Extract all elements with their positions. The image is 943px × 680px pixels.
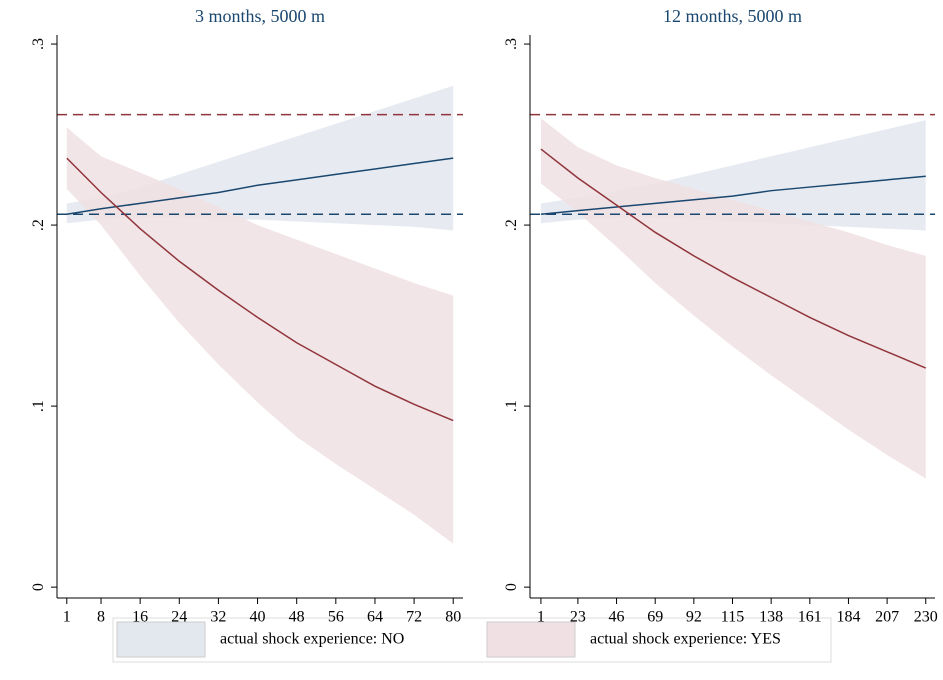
line bbox=[540, 175, 926, 215]
x-tick-label: 23 bbox=[570, 609, 586, 626]
x-tick-label: 48 bbox=[289, 609, 305, 626]
y-tick-label: .3 bbox=[30, 38, 47, 50]
confidence-band bbox=[66, 127, 454, 544]
y-tick-label: .3 bbox=[503, 38, 520, 50]
y-tick-label: .1 bbox=[503, 400, 520, 412]
x-tick-label: 69 bbox=[647, 609, 663, 626]
x-tick-label: 138 bbox=[759, 609, 783, 626]
x-tick-label: 16 bbox=[132, 609, 148, 626]
legend-label: actual shock experience: NO bbox=[220, 631, 404, 648]
x-tick-label: 46 bbox=[609, 609, 625, 626]
line bbox=[540, 148, 927, 369]
x-tick-label: 1 bbox=[63, 609, 71, 626]
x-tick-label: 64 bbox=[367, 609, 383, 626]
x-tick-label: 80 bbox=[445, 609, 461, 626]
y-tick-label: .1 bbox=[30, 400, 47, 412]
legend-swatch bbox=[486, 621, 576, 658]
x-tick-label: 115 bbox=[721, 609, 744, 626]
line bbox=[66, 157, 454, 215]
x-tick-label: 56 bbox=[328, 609, 344, 626]
x-tick-label: 92 bbox=[686, 609, 702, 626]
x-tick-label: 72 bbox=[406, 609, 422, 626]
x-tick-label: 161 bbox=[798, 609, 822, 626]
y-tick-label: .2 bbox=[503, 219, 520, 231]
legend-box bbox=[112, 617, 832, 663]
line bbox=[66, 157, 454, 422]
x-tick-label: 230 bbox=[914, 609, 938, 626]
chart-title: 12 months, 5000 m bbox=[663, 6, 802, 26]
x-tick-label: 1 bbox=[537, 609, 545, 626]
legend-label: actual shock experience: YES bbox=[590, 631, 781, 648]
y-tick-label: 0 bbox=[503, 583, 520, 591]
x-tick-label: 207 bbox=[875, 609, 899, 626]
x-tick-label: 184 bbox=[836, 609, 860, 626]
x-tick-label: 40 bbox=[250, 609, 266, 626]
x-tick-label: 24 bbox=[171, 609, 187, 626]
x-tick-label: 8 bbox=[97, 609, 105, 626]
confidence-band bbox=[540, 118, 926, 479]
y-tick-label: .2 bbox=[30, 219, 47, 231]
x-tick-label: 32 bbox=[210, 609, 226, 626]
y-tick-label: 0 bbox=[30, 583, 47, 591]
legend-swatch bbox=[116, 621, 206, 658]
chart-title: 3 months, 5000 m bbox=[195, 6, 325, 26]
